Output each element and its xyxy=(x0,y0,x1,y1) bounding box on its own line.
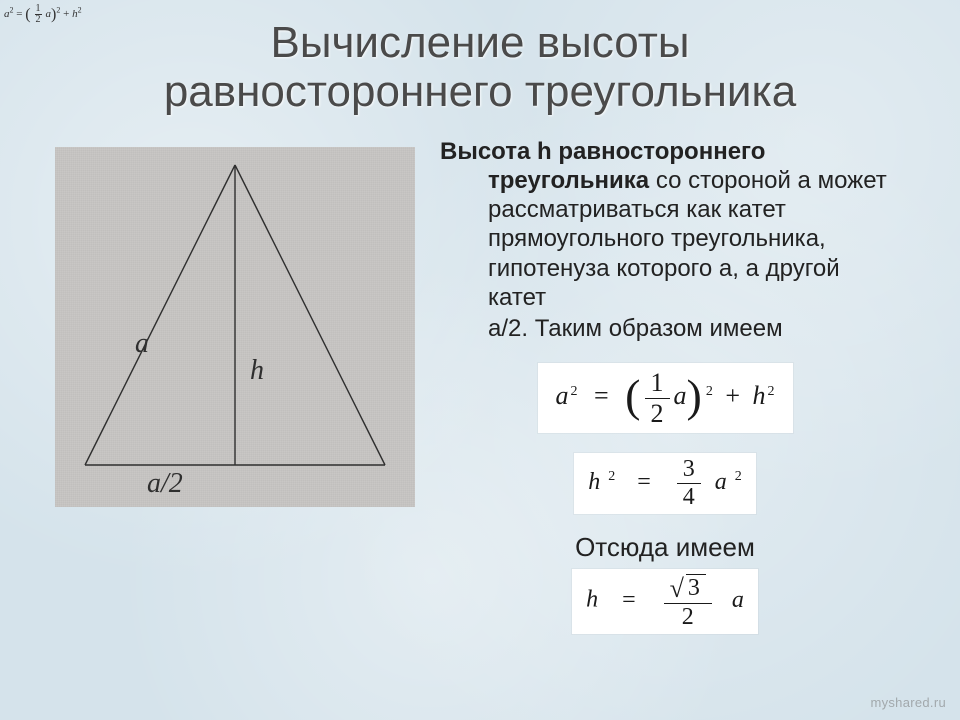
slide-title: Вычисление высоты равностороннего треуго… xyxy=(0,0,960,117)
formula-3: h = 3 2 a xyxy=(572,569,758,633)
formula-2: h2 = 34 a2 xyxy=(574,453,756,514)
watermark: myshared.ru xyxy=(870,695,946,710)
diagram-column: a h a/2 xyxy=(0,137,440,652)
triangle-svg: a h a/2 xyxy=(55,147,415,507)
svg-text:a/2: a/2 xyxy=(147,468,183,499)
slide-content: a h a/2 Высота h равностороннего треугольн… xyxy=(0,137,960,652)
text-column: Высота h равностороннего треугольника со… xyxy=(440,137,920,652)
paragraph-1: Высота h равностороннего треугольника со… xyxy=(440,137,890,313)
formula-2-block: h2 = 34 a2 xyxy=(440,453,890,514)
hence-text: Отсюда имеем xyxy=(440,532,890,563)
title-line-1: Вычисление высоты xyxy=(271,18,690,67)
svg-text:h: h xyxy=(250,355,264,386)
corner-formula: a2 = (12a)2 + h2 xyxy=(4,4,82,25)
title-line-2: равностороннего треугольника xyxy=(164,67,796,116)
formula-1: a2 = (12a)2 + h2 xyxy=(538,363,793,433)
formula-1-block: a2 = (12a)2 + h2 xyxy=(440,363,890,433)
paragraph-2: a/2. Таким образом имеем xyxy=(440,314,890,343)
formula-3-block: h = 3 2 a xyxy=(440,569,890,633)
triangle-diagram: a h a/2 xyxy=(55,147,415,507)
svg-text:a: a xyxy=(135,328,149,359)
